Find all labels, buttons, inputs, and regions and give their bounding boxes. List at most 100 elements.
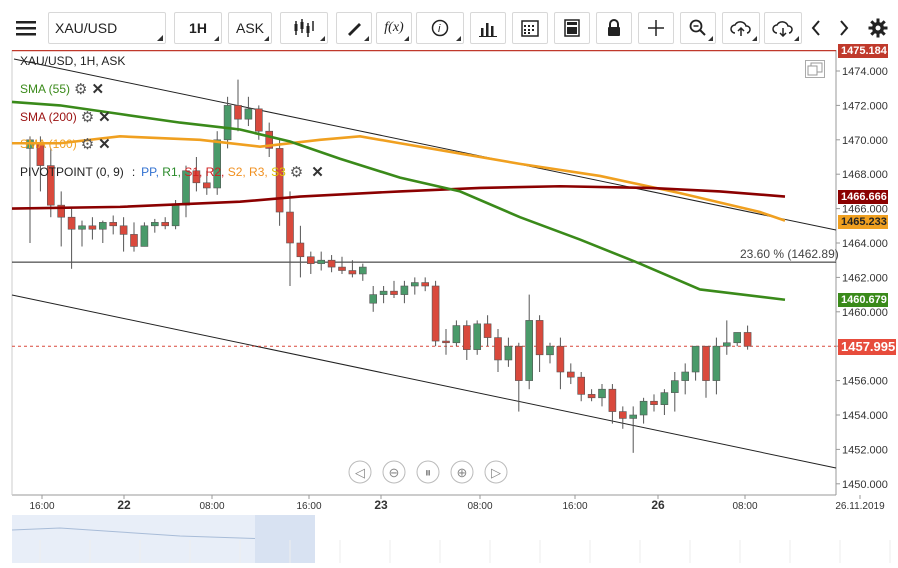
menu-icon[interactable] [8,12,44,44]
candle-body [566,371,575,378]
close-icon[interactable]: ✕ [91,81,105,98]
candle-body [400,285,409,295]
timeframe-select[interactable]: 1H [174,12,222,44]
candle-body [670,380,679,393]
x-tick-label: 08:00 [199,501,224,512]
price-type-select[interactable]: ASK [228,12,272,44]
gear-icon[interactable]: ⚙ [80,109,95,126]
gear-icon[interactable]: ⚙ [80,136,95,153]
gear-icon[interactable]: ⚙ [289,164,304,181]
nav-control-icon: ⊕ [457,465,468,480]
function-icon[interactable]: f(x) [376,12,412,44]
bars-icon[interactable] [470,12,506,44]
candle-body [722,342,731,347]
zoom-icon[interactable] [680,12,716,44]
x-tick-label: 22 [117,498,131,512]
x-tick-label: 08:00 [467,501,492,512]
candle-body [317,259,326,264]
close-icon[interactable]: ✕ [98,109,111,126]
candle-body [46,165,55,206]
sma55-line [11,100,786,302]
close-icon[interactable]: ✕ [311,164,324,181]
candle-body [130,234,138,247]
candle-body [535,320,544,356]
lower-channel-line [11,294,837,469]
candle-body [99,222,107,230]
symbol-label: XAU/USD [55,20,118,36]
price-tag: 1457.995 [838,339,896,356]
chevron-right-icon[interactable] [832,12,856,44]
candle-body [306,256,315,264]
candle-body [78,225,86,230]
draw-icon[interactable] [336,12,372,44]
candle-body [234,105,242,120]
chart-area[interactable]: 1474.000 1472.000 1470.000 1468.000 1466.000… [0,43,898,563]
y-tick-label: 1464.000 [842,238,888,250]
y-tick-label: 1470.000 [842,135,888,147]
x-tick-label: 16:00 [296,501,321,512]
gear-icon[interactable] [864,12,892,44]
candle-body [244,108,253,120]
lock-icon[interactable] [596,12,632,44]
candle-body [442,340,450,344]
nav-control-icon: ◁ [355,465,365,480]
y-tick-label: 1472.000 [842,100,888,112]
download-icon[interactable] [764,12,802,44]
candle-body [338,266,346,271]
candle-body [525,320,534,381]
close-icon[interactable]: ✕ [98,136,111,153]
sma200-line [11,184,786,210]
pivot-item: PP, [141,165,163,179]
x-tick-label: 23 [374,498,388,512]
upload-icon[interactable] [722,12,760,44]
nav-control [450,460,474,484]
calculator-icon[interactable] [554,12,590,44]
nav-control [484,460,508,484]
candle-body [151,222,159,227]
toolbar: XAU/USD 1H ASK f(x) i [0,0,898,50]
nav-control-icon: ⏸ [425,465,432,480]
candles-icon[interactable] [280,12,328,44]
timeframe-label: 1H [189,20,207,36]
nav-control-icon: ▷ [491,465,501,480]
candle-body [109,222,117,227]
crosshair-icon[interactable] [638,12,674,44]
indicator-sma200: SMA (200) ⚙ ✕ [20,109,111,126]
indicator-pivot: PIVOTPOINT (0, 9) : PP, R1, S1, R2, S2, … [20,164,324,181]
price-tag: 1466.666 [838,190,888,205]
calendar-icon[interactable] [512,12,548,44]
candle-body [639,400,648,416]
candle-body [286,211,294,244]
candle-body [88,225,97,230]
nav-control [382,460,406,484]
candle-body [556,345,565,373]
candle-body [618,411,627,419]
candle-body [327,259,336,268]
candle-body [265,130,274,149]
candle-body [119,225,128,235]
candle-body [712,345,721,381]
popout-icon[interactable] [805,60,825,78]
candle-body [213,139,221,189]
symbol-select[interactable]: XAU/USD [48,12,166,44]
info-icon[interactable]: i [416,12,464,44]
indicator-sma55: SMA (55) ⚙ ✕ [20,81,105,98]
candle-body [504,345,513,361]
candle-body [379,290,388,295]
candle-body [67,216,76,230]
candle-body [681,371,690,381]
x-tick-label: 26 [651,498,665,512]
x-tick-label: 16:00 [29,501,54,512]
candle-body [452,325,461,344]
pivot-item: S2, [227,165,250,179]
y-tick-label: 1462.000 [842,272,888,284]
chevron-left-icon[interactable] [804,12,828,44]
gear-icon[interactable]: ⚙ [74,81,88,98]
price-chart[interactable]: 1474.000 1472.000 1470.000 1468.000 1466.000… [0,50,898,563]
chart-title: XAU/USD, 1H, ASK [20,54,126,68]
svg-text:i: i [438,23,441,35]
candle-body [192,170,201,184]
candle-body [161,222,169,227]
candle-body [223,105,232,141]
candle-body [390,290,398,295]
